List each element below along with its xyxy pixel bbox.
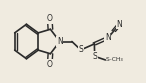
- Text: O: O: [47, 14, 53, 23]
- Text: N: N: [117, 20, 122, 29]
- Text: S–CH₃: S–CH₃: [105, 57, 123, 62]
- Text: O: O: [47, 60, 53, 69]
- Text: N: N: [105, 33, 111, 42]
- Text: S: S: [92, 52, 97, 61]
- Text: S: S: [78, 45, 83, 54]
- Text: S: S: [92, 52, 97, 61]
- Text: N: N: [57, 37, 63, 46]
